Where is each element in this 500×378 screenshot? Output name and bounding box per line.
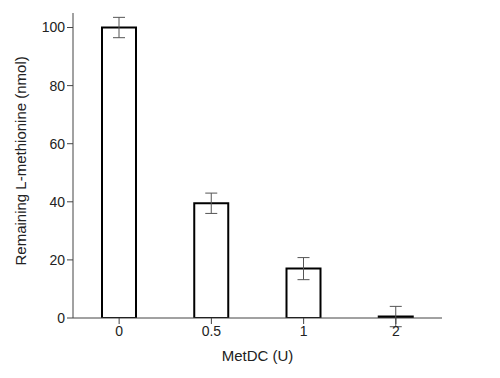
svg-text:100: 100: [42, 19, 66, 35]
svg-text:60: 60: [49, 136, 65, 152]
svg-text:MetDC (U): MetDC (U): [222, 347, 294, 364]
svg-text:20: 20: [49, 252, 65, 268]
svg-text:Remaining L-methionine (nmol): Remaining L-methionine (nmol): [12, 56, 29, 265]
svg-text:2: 2: [392, 323, 400, 339]
svg-text:80: 80: [49, 78, 65, 94]
svg-text:0: 0: [57, 310, 65, 326]
svg-text:1: 1: [300, 323, 308, 339]
svg-text:0.5: 0.5: [202, 323, 222, 339]
svg-text:40: 40: [49, 194, 65, 210]
svg-text:0: 0: [115, 323, 123, 339]
